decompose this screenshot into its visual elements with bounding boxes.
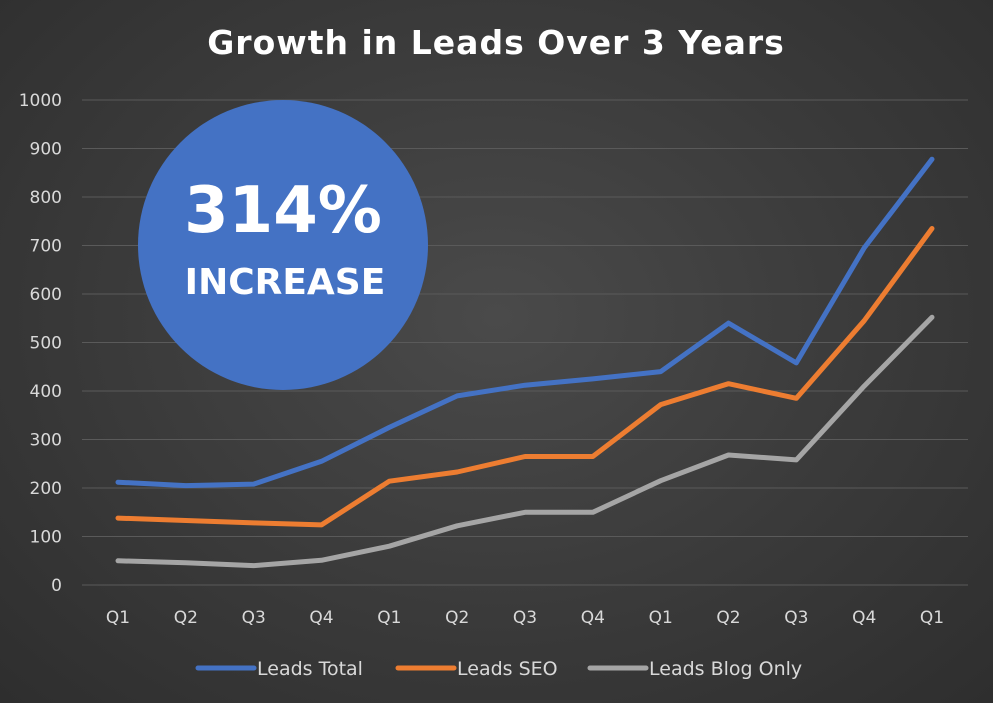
y-tick-label: 200: [30, 479, 62, 499]
x-tick-label: Q4: [581, 608, 605, 628]
y-tick-label: 400: [30, 382, 62, 402]
x-tick-label: Q1: [377, 608, 401, 628]
y-tick-label: 300: [30, 431, 62, 451]
x-tick-label: Q3: [784, 608, 808, 628]
x-tick-label: Q4: [852, 608, 876, 628]
x-tick-label: Q1: [649, 608, 673, 628]
y-axis-ticks: 0 100 200 300 400 500 600 700 800 900 1000: [19, 91, 62, 596]
x-tick-label: Q2: [716, 608, 740, 628]
x-tick-label: Q2: [174, 608, 198, 628]
series-line-leads-seo: [115, 226, 935, 528]
series-line-leads-total: [115, 156, 935, 489]
legend-label: Leads Blog Only: [649, 658, 802, 680]
y-tick-label: 1000: [19, 91, 62, 111]
y-tick-label: 900: [30, 140, 62, 160]
badge-label: INCREASE: [185, 262, 386, 303]
x-tick-label: Q1: [106, 608, 130, 628]
legend-label: Leads SEO: [457, 658, 558, 680]
x-tick-label: Q3: [513, 608, 537, 628]
x-tick-label: Q1: [920, 608, 944, 628]
x-tick-label: Q4: [309, 608, 333, 628]
x-tick-label: Q2: [445, 608, 469, 628]
y-tick-label: 800: [30, 188, 62, 208]
badge-percent: 314%: [184, 174, 382, 248]
y-tick-label: 600: [30, 285, 62, 305]
y-tick-label: 500: [30, 334, 62, 354]
legend-label: Leads Total: [257, 658, 363, 680]
y-tick-label: 0: [51, 576, 62, 596]
legend: Leads Total Leads SEO Leads Blog Only: [195, 658, 802, 680]
badge-circle: [138, 100, 428, 390]
x-tick-label: Q3: [242, 608, 266, 628]
series-lines: [115, 156, 935, 569]
x-axis-ticks: Q1 Q2 Q3 Q4 Q1 Q2 Q3 Q4 Q1 Q2 Q3 Q4 Q1: [106, 608, 944, 628]
series-line-leads-blog-only: [115, 314, 935, 569]
chart-title: Growth in Leads Over 3 Years: [207, 23, 785, 62]
y-tick-label: 100: [30, 528, 62, 548]
y-tick-label: 700: [30, 237, 62, 257]
increase-badge: 314% INCREASE: [138, 100, 428, 390]
